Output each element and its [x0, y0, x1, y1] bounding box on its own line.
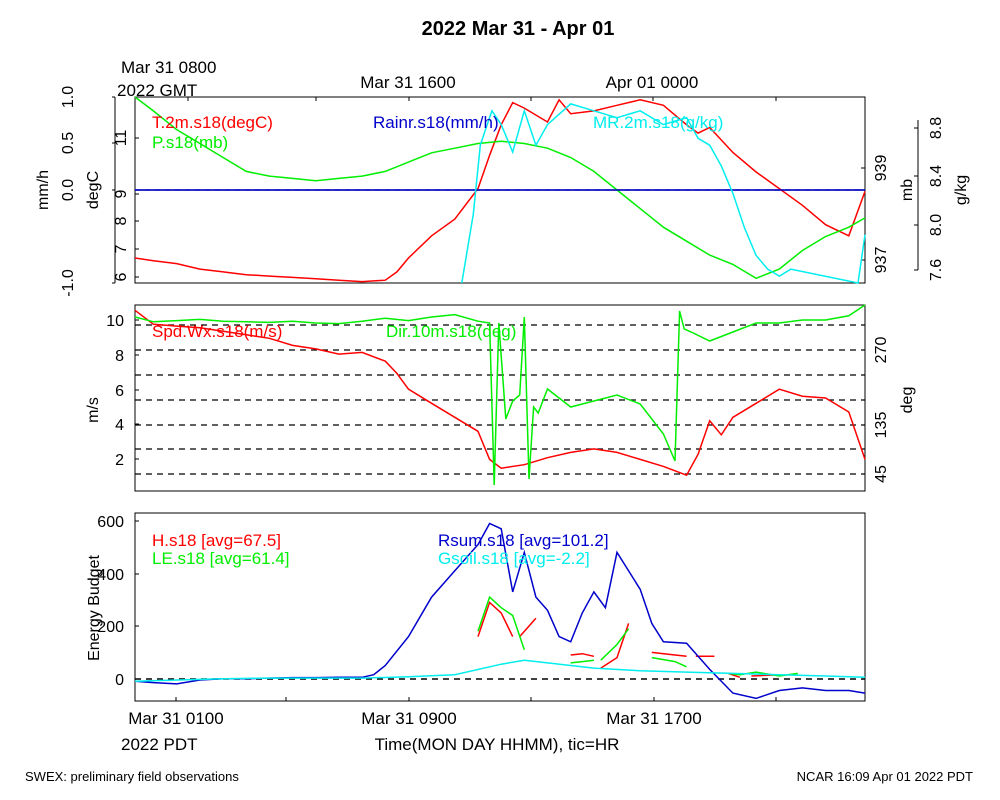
energy-tick-label: 400 — [97, 567, 124, 584]
le-s18-avg-61-4-line-segment — [600, 628, 630, 661]
p-s18-mb-line — [134, 96, 866, 280]
bottom-axis-title: Time(MON DAY HHMM), tic=HR — [375, 735, 620, 754]
h-s18-avg-67-5-line-segment — [651, 651, 687, 658]
ms-tick-label: 4 — [115, 417, 124, 434]
ms-tick-label: 8 — [115, 348, 124, 365]
top-axis-tick-1: Mar 31 1600 — [360, 73, 455, 92]
legend-latent-heat: LE.s18 [avg=61.4] — [152, 549, 290, 568]
degc-tick-label: 7 — [113, 244, 130, 253]
le-s18-avg-61-4-line-segment — [570, 659, 594, 664]
mb-axis-title: mb — [899, 179, 916, 201]
legend-temp: T.2m.s18(degC) — [152, 113, 273, 132]
ms-axis: 2 4 6 8 10 m/s — [85, 313, 139, 469]
legend-rain: Rainr.s18(mm/h) — [373, 113, 499, 132]
ms-tick-label: 2 — [115, 452, 124, 469]
panel-2: 2 4 6 8 10 m/s 45 135 270 deg Spd.Wx.s18… — [85, 304, 916, 492]
degc-tick-label: 8 — [113, 216, 130, 225]
energy-axis-title: Energy Budget — [86, 555, 103, 661]
energy-tick-label: 0 — [115, 672, 124, 689]
mmh-axis: -1.0 0.0 0.5 1.0 mm/h — [35, 86, 115, 297]
dir-10m-s18-deg-line — [134, 304, 866, 486]
gkg-tick-label: 8.0 — [928, 214, 945, 236]
t-2m-s18-degc-line — [134, 98, 866, 283]
energy-tick-label: 600 — [97, 514, 124, 531]
gkg-tick-label: 8.8 — [928, 117, 945, 139]
mmh-axis-title: mm/h — [35, 170, 52, 210]
panel-2-dashed-grid — [135, 324, 865, 475]
le-s18-avg-61-4-line-segment — [651, 656, 687, 668]
h-s18-avg-67-5-line-segment — [519, 617, 537, 638]
gkg-tick-label: 8.4 — [928, 165, 945, 187]
degc-tick-label: 6 — [113, 272, 130, 281]
gkg-tick-label: 7.6 — [928, 259, 945, 281]
gsoil-s18-avg-2-2-line — [134, 659, 866, 683]
top-axis-label-line2: 2022 GMT — [117, 81, 197, 100]
legend-net-radiation: Rsum.s18 [avg=101.2] — [438, 531, 609, 550]
legend-wind-speed: Spd.Wx.s18(m/s) — [152, 322, 282, 341]
bottom-axis-tick-3: Mar 31 1700 — [606, 709, 701, 728]
degc-axis-title: degC — [85, 171, 102, 209]
h-s18-avg-67-5-line-segment — [477, 601, 514, 637]
spd-wx-s18-m-s-line — [134, 309, 866, 477]
legend-sensible-heat: H.s18 [avg=67.5] — [152, 531, 281, 550]
legend-soil-heat: Gsoil.s18 [avg=-2.2] — [438, 549, 590, 568]
legend-mixing-ratio: MR.2m.s18(g/kg) — [593, 113, 723, 132]
bottom-axis-tick-2: Mar 31 0900 — [361, 709, 456, 728]
chart-title: 2022 Mar 31 - Apr 01 — [422, 18, 615, 40]
legend-pressure: P.s18(mb) — [152, 133, 228, 152]
top-axis-label-line1: Mar 31 0800 — [121, 58, 216, 77]
bottom-axis-date-label: 2022 PDT — [121, 735, 198, 754]
gkg-axis-title: g/kg — [953, 175, 970, 205]
panel-3-frame — [134, 512, 866, 702]
gkg-axis: 7.6 8.0 8.4 8.8 g/kg — [914, 117, 970, 281]
degc-axis: 6 7 8 9 11 degC — [85, 130, 139, 281]
mmh-tick-label: 1.0 — [60, 86, 77, 108]
top-axis-tick-2: Apr 01 0000 — [606, 73, 699, 92]
ms-axis-title: m/s — [85, 397, 102, 423]
le-s18-avg-61-4-line-segment — [477, 595, 526, 650]
mr-2m-s18-g-kg-line — [461, 103, 866, 284]
deg-tick-label: 135 — [873, 412, 890, 439]
deg-axis-title: deg — [899, 387, 916, 414]
h-s18-avg-67-5-line-segment — [570, 652, 595, 658]
panel-1-x-ticks — [187, 97, 777, 101]
mb-axis: 937 939 mb — [861, 155, 916, 274]
mmh-tick-label: -1.0 — [60, 269, 77, 297]
deg-axis: 45 135 270 deg — [861, 337, 916, 483]
mb-tick-label: 937 — [873, 247, 890, 274]
degc-tick-label: 9 — [113, 189, 130, 198]
deg-tick-label: 45 — [873, 465, 890, 483]
mmh-tick-label: 0.5 — [60, 132, 77, 154]
panel-3: 0 200 400 600 Energy Budget H.s18 [avg=6… — [86, 512, 866, 702]
footer-right: NCAR 16:09 Apr 01 2022 PDT — [797, 769, 973, 784]
ms-tick-label: 6 — [115, 383, 124, 400]
panel-3-x-ticks — [175, 697, 777, 701]
legend-wind-dir: Dir.10m.s18(deg) — [386, 322, 516, 341]
mmh-tick-label: 0.0 — [60, 179, 77, 201]
bottom-axis-tick-1: Mar 31 0100 — [128, 709, 223, 728]
ms-tick-label: 10 — [106, 313, 124, 330]
footer-left: SWEX: preliminary field observations — [25, 769, 239, 784]
degc-tick-label: 11 — [113, 130, 130, 147]
panel-2-frame — [134, 304, 866, 492]
deg-tick-label: 270 — [873, 337, 890, 364]
mb-tick-label: 939 — [873, 155, 890, 182]
energy-tick-label: 200 — [97, 619, 124, 636]
panel-1: -1.0 0.0 0.5 1.0 mm/h 6 7 8 9 11 degC 93… — [35, 86, 970, 297]
energy-axis: 0 200 400 600 Energy Budget — [86, 514, 139, 689]
